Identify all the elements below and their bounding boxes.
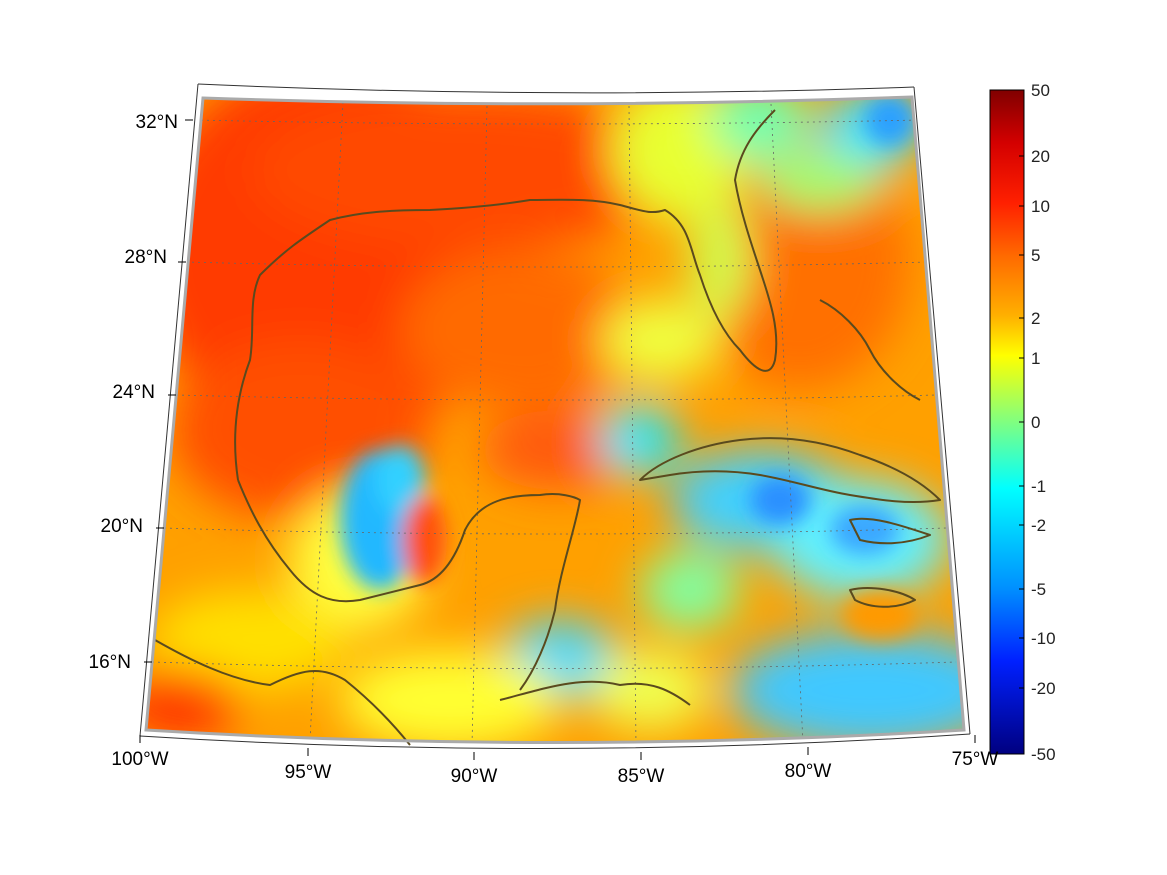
latitude-label: 20°N [101,516,143,537]
longitude-label: 100°W [111,749,168,770]
colorbar-tick-label: 20 [1031,147,1050,166]
colorbar-tick-label: 1 [1031,349,1040,368]
longitude-label: 90°W [451,766,498,787]
longitude-label: 75°W [952,749,999,770]
map-frame [139,83,971,750]
latitude-label: 24°N [113,382,155,403]
colorbar-tick-label: -50 [1031,745,1056,764]
colorbar-tick-label: -10 [1031,629,1056,648]
data-field [146,97,964,743]
graticule [151,101,957,743]
colorbar-tick-label: -1 [1031,477,1046,496]
colorbar-tick-label: 0 [1031,413,1040,432]
longitude-label: 85°W [618,766,665,787]
colorbar-ramp [989,89,1025,755]
colorbar-tick-label: -5 [1031,580,1046,599]
latitude-label: 32°N [136,112,178,133]
colorbar [989,89,1025,755]
longitude-labels: 100°W 95°W 90°W 85°W 80°W 75°W [111,735,998,787]
longitude-label: 80°W [785,761,832,782]
latitude-label: 28°N [125,247,167,268]
colorbar-tick-label: 2 [1031,309,1040,328]
colorbar-tick-label: 5 [1031,246,1040,265]
colorbar-tick-label: 50 [1031,81,1050,100]
colorbar-tick-label: 10 [1031,197,1050,216]
colorbar-tick-label: -2 [1031,516,1046,535]
longitude-label: 95°W [285,762,332,783]
coastline [154,109,941,746]
colorbar-tick-label: -20 [1031,679,1056,698]
latitude-label: 16°N [89,652,131,673]
latitude-labels: 32°N 28°N 24°N 20°N 16°N [89,112,193,673]
